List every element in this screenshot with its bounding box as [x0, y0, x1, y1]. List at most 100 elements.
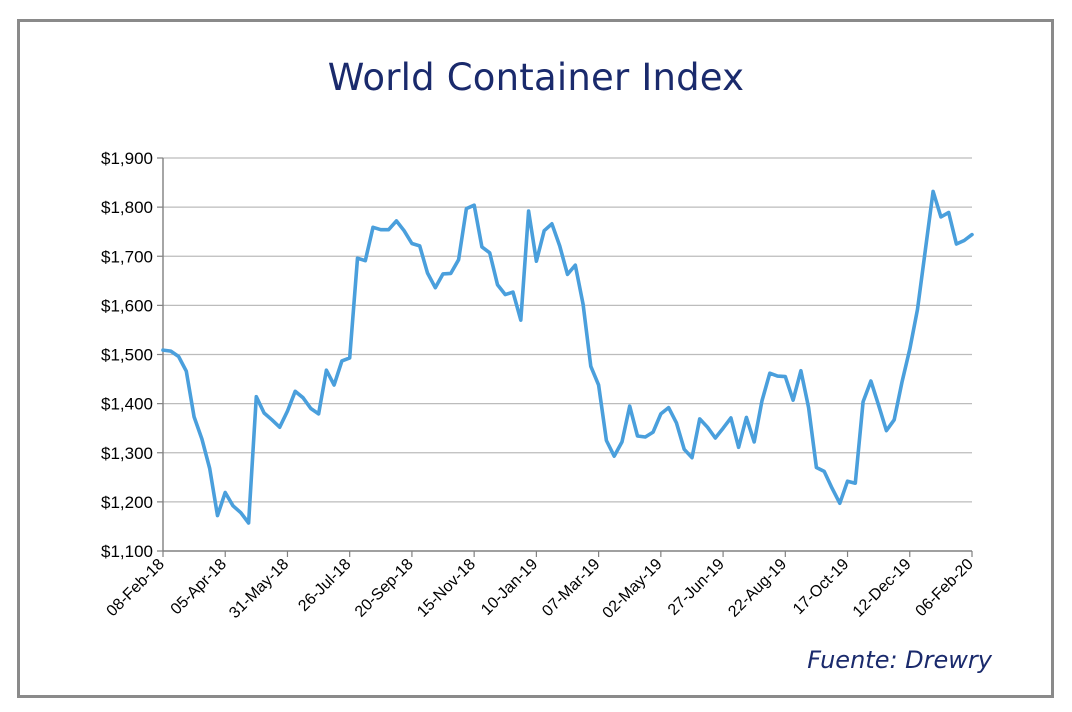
data-point	[659, 412, 662, 415]
data-point	[473, 204, 476, 207]
data-point	[169, 350, 172, 353]
data-point	[582, 303, 585, 306]
x-tick-label: 26-Jul-18	[295, 556, 354, 615]
data-point	[970, 233, 973, 236]
data-point	[511, 291, 514, 294]
x-tick-label: 02-May-19	[600, 556, 666, 622]
x-tick-label: 05-Apr-18	[168, 556, 230, 618]
data-point	[792, 399, 795, 402]
data-point	[247, 521, 250, 524]
data-point	[263, 411, 266, 414]
y-tick: $1,200	[101, 493, 163, 512]
data-point	[667, 406, 670, 409]
x-tick: 20-Sep-18	[352, 551, 417, 621]
data-point	[815, 466, 818, 469]
x-tick: 02-May-19	[600, 551, 666, 622]
data-point	[613, 455, 616, 458]
data-point	[753, 440, 756, 443]
data-point	[480, 245, 483, 248]
data-point	[605, 439, 608, 442]
x-tick: 05-Apr-18	[168, 551, 230, 618]
chart-frame	[17, 19, 1054, 698]
x-tick: 27-Jun-19	[665, 551, 728, 619]
data-point	[185, 370, 188, 373]
x-tick: 12-Dec-19	[850, 551, 915, 621]
y-tick: $1,300	[101, 444, 163, 463]
data-point	[543, 229, 546, 232]
data-point	[550, 222, 553, 225]
x-tick: 22-Aug-19	[725, 551, 790, 621]
x-tick: 15-Nov-18	[414, 551, 479, 621]
y-tick-label: $1,200	[101, 493, 153, 512]
y-tick-label: $1,800	[101, 198, 153, 217]
x-tick-label: 07-Mar-19	[539, 556, 603, 620]
data-point	[488, 251, 491, 254]
x-tick-label: 15-Nov-18	[414, 556, 479, 621]
data-point	[239, 511, 242, 514]
data-point	[301, 396, 304, 399]
data-point	[364, 259, 367, 262]
data-point	[885, 429, 888, 432]
data-point	[278, 426, 281, 429]
data-point	[636, 434, 639, 437]
x-tick-label: 27-Jun-19	[665, 556, 728, 619]
data-point	[939, 215, 942, 218]
data-point	[690, 456, 693, 459]
y-tick: $1,500	[101, 346, 163, 365]
data-point	[270, 418, 273, 421]
chart-title: World Container Index	[327, 56, 745, 99]
data-point	[200, 437, 203, 440]
data-point	[698, 417, 701, 420]
data-point	[846, 480, 849, 483]
data-point	[745, 416, 748, 419]
y-tick-label: $1,600	[101, 296, 153, 315]
data-point	[558, 244, 561, 247]
data-point	[340, 359, 343, 362]
data-point	[597, 383, 600, 386]
data-point	[496, 283, 499, 286]
x-tick-label: 20-Sep-18	[352, 556, 417, 621]
data-point	[208, 467, 211, 470]
data-point	[216, 514, 219, 517]
data-point	[963, 239, 966, 242]
y-tick-label: $1,900	[101, 149, 153, 168]
source-note: Fuente: Drewry	[807, 646, 992, 674]
data-point	[224, 491, 227, 494]
data-point	[924, 249, 927, 252]
data-point	[807, 406, 810, 409]
data-point	[589, 365, 592, 368]
data-point	[776, 375, 779, 378]
x-tick: 10-Jan-19	[478, 551, 541, 619]
data-point	[356, 257, 359, 260]
series	[161, 189, 974, 525]
data-point	[737, 446, 740, 449]
data-point	[395, 219, 398, 222]
data-point	[862, 400, 865, 403]
data-point	[947, 211, 950, 214]
data-point	[877, 404, 880, 407]
y-tick: $1,100	[101, 542, 163, 561]
data-point	[916, 308, 919, 311]
x-tick-label: 06-Feb-20	[913, 556, 977, 620]
data-point	[893, 418, 896, 421]
data-point	[325, 369, 328, 372]
data-point	[426, 271, 429, 274]
data-point	[309, 407, 312, 410]
x-tick-label: 22-Aug-19	[725, 556, 790, 621]
data-point	[784, 375, 787, 378]
data-point	[768, 372, 771, 375]
y-tick-label: $1,400	[101, 395, 153, 414]
data-point	[932, 190, 935, 193]
y-axis-ticks: $1,900 $1,800 $1,700 $1,600 $1,500 $1,400 $1,3…	[101, 149, 163, 561]
data-point	[519, 319, 522, 322]
data-point	[527, 210, 530, 213]
data-point	[644, 435, 647, 438]
data-point	[193, 415, 196, 418]
x-tick: 06-Feb-20	[913, 551, 977, 620]
data-point	[620, 440, 623, 443]
data-point	[441, 272, 444, 275]
data-point	[823, 470, 826, 473]
data-point	[403, 229, 406, 232]
